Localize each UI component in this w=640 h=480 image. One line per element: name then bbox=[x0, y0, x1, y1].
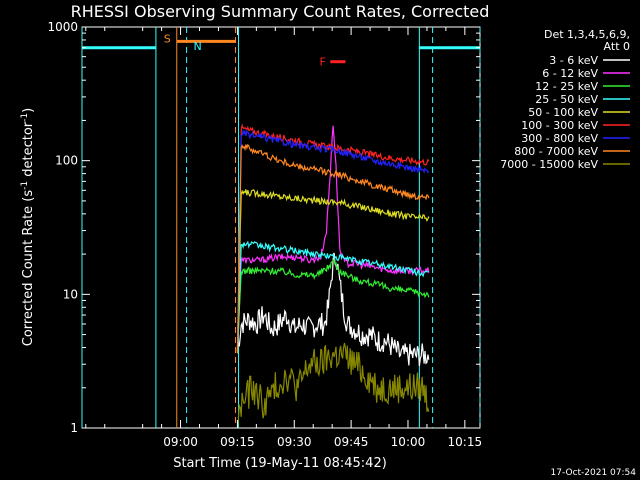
x-tick-label: 09:15 bbox=[220, 435, 255, 449]
y-axis-label-part: Corrected Count Rate (s bbox=[21, 190, 36, 347]
y-axis-label: Corrected Count Rate (s-1 detector-1) bbox=[20, 108, 36, 346]
legend-header: Att 0 bbox=[604, 40, 630, 53]
annotation-label: N bbox=[193, 40, 201, 53]
series-line bbox=[236, 252, 430, 367]
y-axis-label-part: detector bbox=[21, 121, 36, 181]
x-tick-label: 10:15 bbox=[448, 435, 483, 449]
y-tick-label: 1000 bbox=[47, 20, 78, 34]
series-line bbox=[236, 258, 430, 348]
annotations: S N F bbox=[81, 27, 481, 428]
y-axis-label-part: -1 bbox=[20, 113, 30, 122]
series-line bbox=[236, 342, 430, 429]
legend-entry-label: 800 - 7000 keV bbox=[514, 145, 598, 158]
x-tick-label: 10:00 bbox=[391, 435, 426, 449]
annotation-label: S bbox=[164, 33, 171, 46]
y-axis-ticks: 1 10 100 1000 bbox=[47, 20, 480, 435]
y-tick-label: 10 bbox=[63, 287, 78, 301]
series-lines bbox=[236, 123, 430, 429]
legend-entry-label: 50 - 100 keV bbox=[528, 106, 598, 119]
y-tick-label: 1 bbox=[70, 421, 78, 435]
y-axis-label-part: -1 bbox=[20, 181, 30, 190]
y-axis-label-part: ) bbox=[21, 108, 36, 113]
legend-entry-label: 3 - 6 keV bbox=[549, 54, 598, 67]
legend-entry-label: 25 - 50 keV bbox=[535, 93, 598, 106]
series-line bbox=[236, 240, 429, 353]
legend-entry-label: 7000 - 15000 keV bbox=[500, 158, 598, 171]
x-axis-label: Start Time (19-May-11 08:45:42) bbox=[173, 456, 387, 471]
x-tick-label: 09:45 bbox=[334, 435, 369, 449]
y-tick-label: 100 bbox=[55, 154, 78, 168]
series-line bbox=[236, 143, 430, 354]
legend-entry-label: 300 - 800 keV bbox=[521, 132, 598, 145]
legend-entry-label: 12 - 25 keV bbox=[535, 80, 598, 93]
series-line bbox=[236, 125, 430, 350]
legend-entry-label: 100 - 300 keV bbox=[521, 119, 598, 132]
series-line bbox=[236, 189, 430, 352]
legend-entry-label: 6 - 12 keV bbox=[542, 67, 598, 80]
x-tick-label: 09:30 bbox=[277, 435, 312, 449]
x-axis-ticks: 09:00 09:15 09:30 09:45 10:00 10:15 bbox=[85, 27, 483, 449]
chart-title: RHESSI Observing Summary Count Rates, Co… bbox=[71, 2, 490, 21]
series-line bbox=[236, 128, 430, 349]
x-tick-label: 09:00 bbox=[163, 435, 198, 449]
annotation-label: F bbox=[320, 56, 326, 69]
timestamp: 17-Oct-2021 07:54 bbox=[551, 468, 637, 478]
legend-header: Det 1,3,4,5,6,9, bbox=[544, 28, 630, 41]
